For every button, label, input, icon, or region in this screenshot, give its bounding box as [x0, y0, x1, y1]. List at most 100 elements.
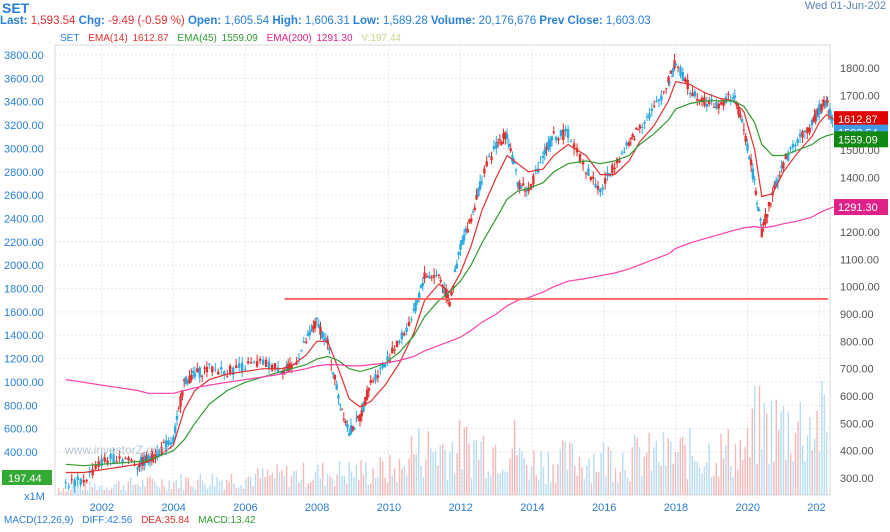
candle-body [147, 454, 150, 464]
candle-body [505, 134, 509, 139]
volume-bar [310, 481, 312, 495]
candle-body [342, 418, 346, 420]
volume-bar [401, 468, 403, 495]
candle-body [667, 76, 670, 83]
candle-body [405, 327, 408, 332]
candle-body [88, 472, 91, 474]
candle-body [557, 138, 560, 141]
volume-bar [802, 445, 804, 495]
volume-bar [518, 447, 521, 495]
volume-bar [115, 483, 117, 495]
volume-bar [809, 417, 811, 495]
volume-bar [125, 490, 127, 495]
volume-bar [713, 475, 715, 495]
candle-body [124, 458, 127, 460]
candle-body [276, 367, 280, 372]
candle-body [369, 380, 372, 383]
volume-bar [754, 386, 756, 495]
candle-body [629, 137, 633, 140]
candle-body [552, 131, 555, 133]
volume-bar [444, 449, 446, 495]
volume-bar [511, 448, 513, 495]
candle-body [315, 317, 319, 320]
volume-bar [331, 478, 333, 495]
candle-body [371, 380, 375, 382]
candle-body [717, 103, 720, 109]
volume-bar [86, 490, 89, 495]
volume-bar [480, 441, 482, 495]
candle-body [393, 349, 396, 351]
candle-body [782, 162, 785, 169]
right-tick-label: 600.00 [840, 391, 874, 403]
volume-bar [156, 485, 158, 495]
volume-bar [806, 435, 809, 495]
candle-body [601, 187, 604, 190]
candle-body [398, 341, 401, 343]
candle-body [179, 396, 182, 407]
last-label: Last: [0, 15, 28, 27]
volume-bar [569, 442, 571, 495]
volume-bar [514, 420, 516, 495]
volume-bar [341, 475, 343, 495]
volume-bar [523, 458, 525, 495]
legend-ema200-value: 1291.30 [316, 33, 353, 44]
ema45-line [65, 100, 834, 467]
volume-bar [420, 465, 422, 495]
volume-bar [574, 465, 576, 495]
candle-body [826, 100, 829, 103]
volume-bar [814, 438, 816, 495]
volume-bar [701, 473, 703, 495]
volume-bar [641, 475, 643, 495]
volume-bar [106, 487, 108, 495]
candle-body [688, 93, 692, 95]
left-tick-label: 3600.00 [4, 73, 44, 85]
candle-body [727, 93, 730, 96]
volume-bar [634, 434, 636, 495]
volume-bar [185, 477, 187, 495]
candle-body [670, 75, 674, 77]
candle-body [167, 440, 170, 445]
legend-ema200: EMA(200) [266, 33, 312, 44]
candle-body [252, 361, 256, 363]
candle-body [270, 364, 274, 371]
volume-bar [794, 432, 797, 495]
volume-bar [430, 447, 432, 495]
candle-body [746, 143, 749, 151]
volume-bar [780, 411, 782, 495]
candle-body [267, 361, 271, 369]
candle-body [633, 139, 636, 141]
candle-body [477, 188, 480, 197]
volume-bar [386, 482, 389, 495]
volume-bar [290, 476, 293, 495]
candle-body [691, 92, 694, 97]
volume-bar [245, 479, 247, 495]
candle-body [705, 103, 709, 107]
volume-bar [533, 450, 535, 495]
volume-bar [293, 471, 295, 495]
candle-body [358, 414, 362, 422]
volume-bar [96, 489, 98, 495]
volume-bar [578, 456, 581, 495]
candle-body [182, 379, 186, 381]
chart-grid [54, 44, 831, 496]
candle-body [594, 184, 597, 188]
volume-bar [374, 478, 377, 495]
volume-bar [406, 475, 408, 495]
volume-bar [682, 436, 684, 495]
volume-bar [377, 476, 379, 495]
candle-body [383, 363, 387, 368]
volume-bar [199, 473, 201, 495]
candle-body [191, 371, 195, 374]
volume-bar [504, 471, 506, 495]
candle-body [722, 99, 725, 107]
volume-bar [230, 473, 233, 495]
volume-bar [427, 431, 429, 495]
volume-bar [672, 463, 674, 495]
candle-body [333, 374, 337, 380]
candle-body [631, 134, 634, 138]
volume-bar [454, 474, 456, 495]
candle-body [780, 165, 783, 169]
candle-body [587, 168, 590, 176]
candle-body [715, 102, 718, 109]
